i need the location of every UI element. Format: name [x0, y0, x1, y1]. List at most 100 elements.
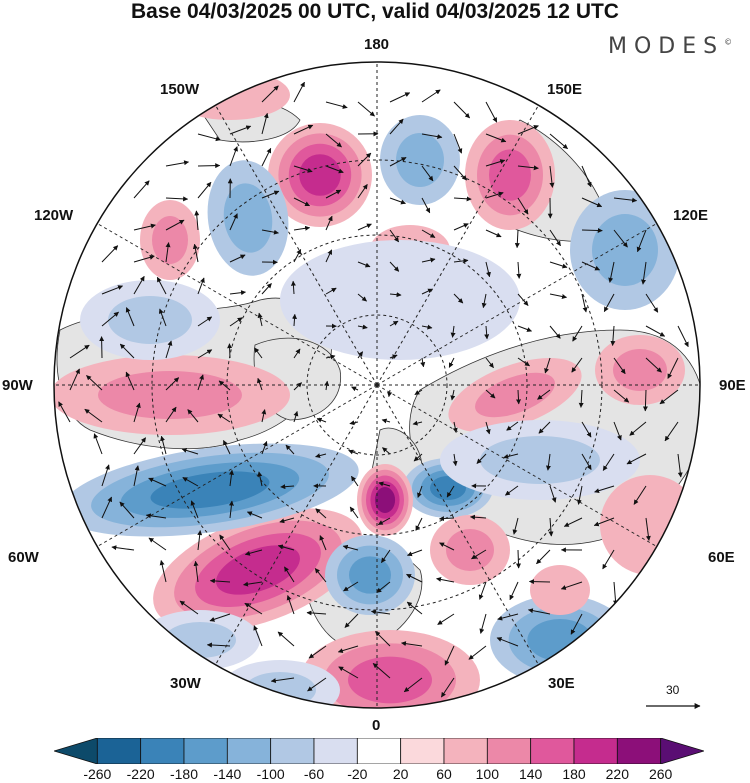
wind-arrow — [243, 581, 263, 587]
wind-arrow — [478, 581, 487, 600]
colorbar-segment — [96, 738, 142, 764]
wind-arrow — [421, 257, 436, 263]
colorbar-segment — [270, 738, 315, 764]
wind-arrow — [261, 112, 269, 135]
wind-arrow — [325, 215, 333, 231]
wind-arrow — [101, 285, 124, 295]
wind-arrow — [578, 389, 584, 408]
wind-arrow — [156, 276, 167, 295]
wind-arrow — [382, 447, 391, 455]
wind-arrow — [160, 435, 167, 455]
wind-arrow — [351, 386, 359, 392]
wind-arrow — [677, 453, 683, 478]
wind-arrow — [517, 197, 529, 215]
wind-arrow — [389, 118, 404, 135]
wind-arrow — [484, 325, 490, 340]
wind-arrow — [420, 357, 426, 368]
wind-arrow — [414, 389, 423, 396]
wind-arrow — [437, 613, 455, 625]
lon-label-120e: 120E — [673, 207, 709, 224]
wind-arrow — [453, 133, 463, 154]
wind-arrow — [350, 475, 359, 487]
wind-arrow — [576, 485, 583, 505]
wind-arrow — [549, 229, 561, 247]
wind-arrow — [349, 420, 359, 426]
wind-arrow — [613, 229, 628, 248]
wind-arrow — [602, 453, 615, 471]
wind-arrow — [187, 409, 199, 423]
wind-arrow — [119, 343, 135, 359]
wind-arrow — [485, 133, 507, 143]
wind-arrow — [348, 449, 359, 455]
lon-label-150e: 150E — [547, 81, 583, 98]
wind-arrow — [133, 275, 145, 295]
wind-arrow — [537, 389, 551, 400]
wind-arrow — [563, 517, 583, 527]
wind-arrow — [421, 165, 434, 182]
colorbar-segment — [356, 738, 402, 764]
wind-arrow — [545, 453, 551, 471]
wind-arrow — [453, 223, 469, 231]
wind-arrow — [448, 357, 455, 368]
wind-arrow — [209, 613, 231, 622]
wind-arrow — [86, 375, 103, 391]
lon-label-0: 0 — [372, 717, 381, 734]
wind-arrow — [594, 485, 615, 494]
wind-arrow — [165, 406, 177, 423]
wind-arrow — [284, 566, 295, 583]
wind-arrow — [314, 568, 327, 583]
wind-arrow — [581, 421, 592, 438]
wind-arrow — [325, 101, 348, 109]
anomaly-contour — [530, 565, 590, 615]
wind-arrow — [468, 645, 487, 660]
wind-arrow — [84, 408, 103, 423]
wind-arrow — [261, 409, 267, 423]
colorbar-segment — [400, 738, 445, 764]
wind-arrow — [357, 184, 368, 199]
wind-arrow — [111, 545, 135, 551]
wind-arrow — [421, 133, 443, 140]
wind-arrow — [613, 197, 638, 203]
wind-arrow — [261, 229, 279, 235]
wind-arrow — [229, 254, 246, 263]
wind-arrow — [280, 484, 295, 490]
wind-arrow — [438, 516, 455, 522]
wind-arrow — [277, 544, 295, 551]
wind-arrow — [279, 517, 295, 524]
wind-arrow — [197, 133, 221, 142]
wind-arrow — [633, 485, 647, 505]
wind-arrow — [133, 223, 156, 231]
wind-arrow — [229, 146, 238, 167]
wind-arrow — [528, 579, 551, 585]
wind-arrow — [229, 213, 238, 231]
wind-arrow — [229, 290, 246, 296]
wind-arrow — [125, 307, 135, 327]
wind-arrow — [293, 348, 301, 359]
wind-arrow — [544, 357, 551, 374]
wind-arrow — [93, 433, 103, 455]
wind-arrow — [453, 258, 469, 264]
colorbar-tick-label: -100 — [256, 766, 285, 782]
colorbar-tick-label: 140 — [518, 766, 543, 782]
wind-arrow — [261, 440, 268, 455]
wind-arrow — [293, 124, 314, 135]
colorbar-segment — [54, 738, 98, 764]
wind-arrow — [229, 317, 243, 327]
wind-arrow — [197, 530, 203, 551]
wind-arrow — [593, 517, 615, 527]
colorbar-segment — [530, 738, 575, 764]
wind-arrow — [509, 581, 519, 601]
wind-arrow — [58, 401, 71, 423]
colorbar-tick-label: -140 — [213, 766, 242, 782]
wind-arrow — [307, 677, 327, 692]
wind-arrow — [536, 549, 551, 565]
wind-arrow — [257, 377, 263, 391]
wind-arrow — [664, 421, 679, 442]
wind-arrow — [357, 223, 372, 231]
brand-text: MODES — [608, 34, 725, 59]
anomaly-contour — [396, 133, 444, 187]
colorbar-segment — [183, 738, 228, 764]
wind-arrow — [453, 101, 470, 119]
anomaly-contour — [374, 487, 396, 513]
wind-arrow — [613, 421, 622, 441]
